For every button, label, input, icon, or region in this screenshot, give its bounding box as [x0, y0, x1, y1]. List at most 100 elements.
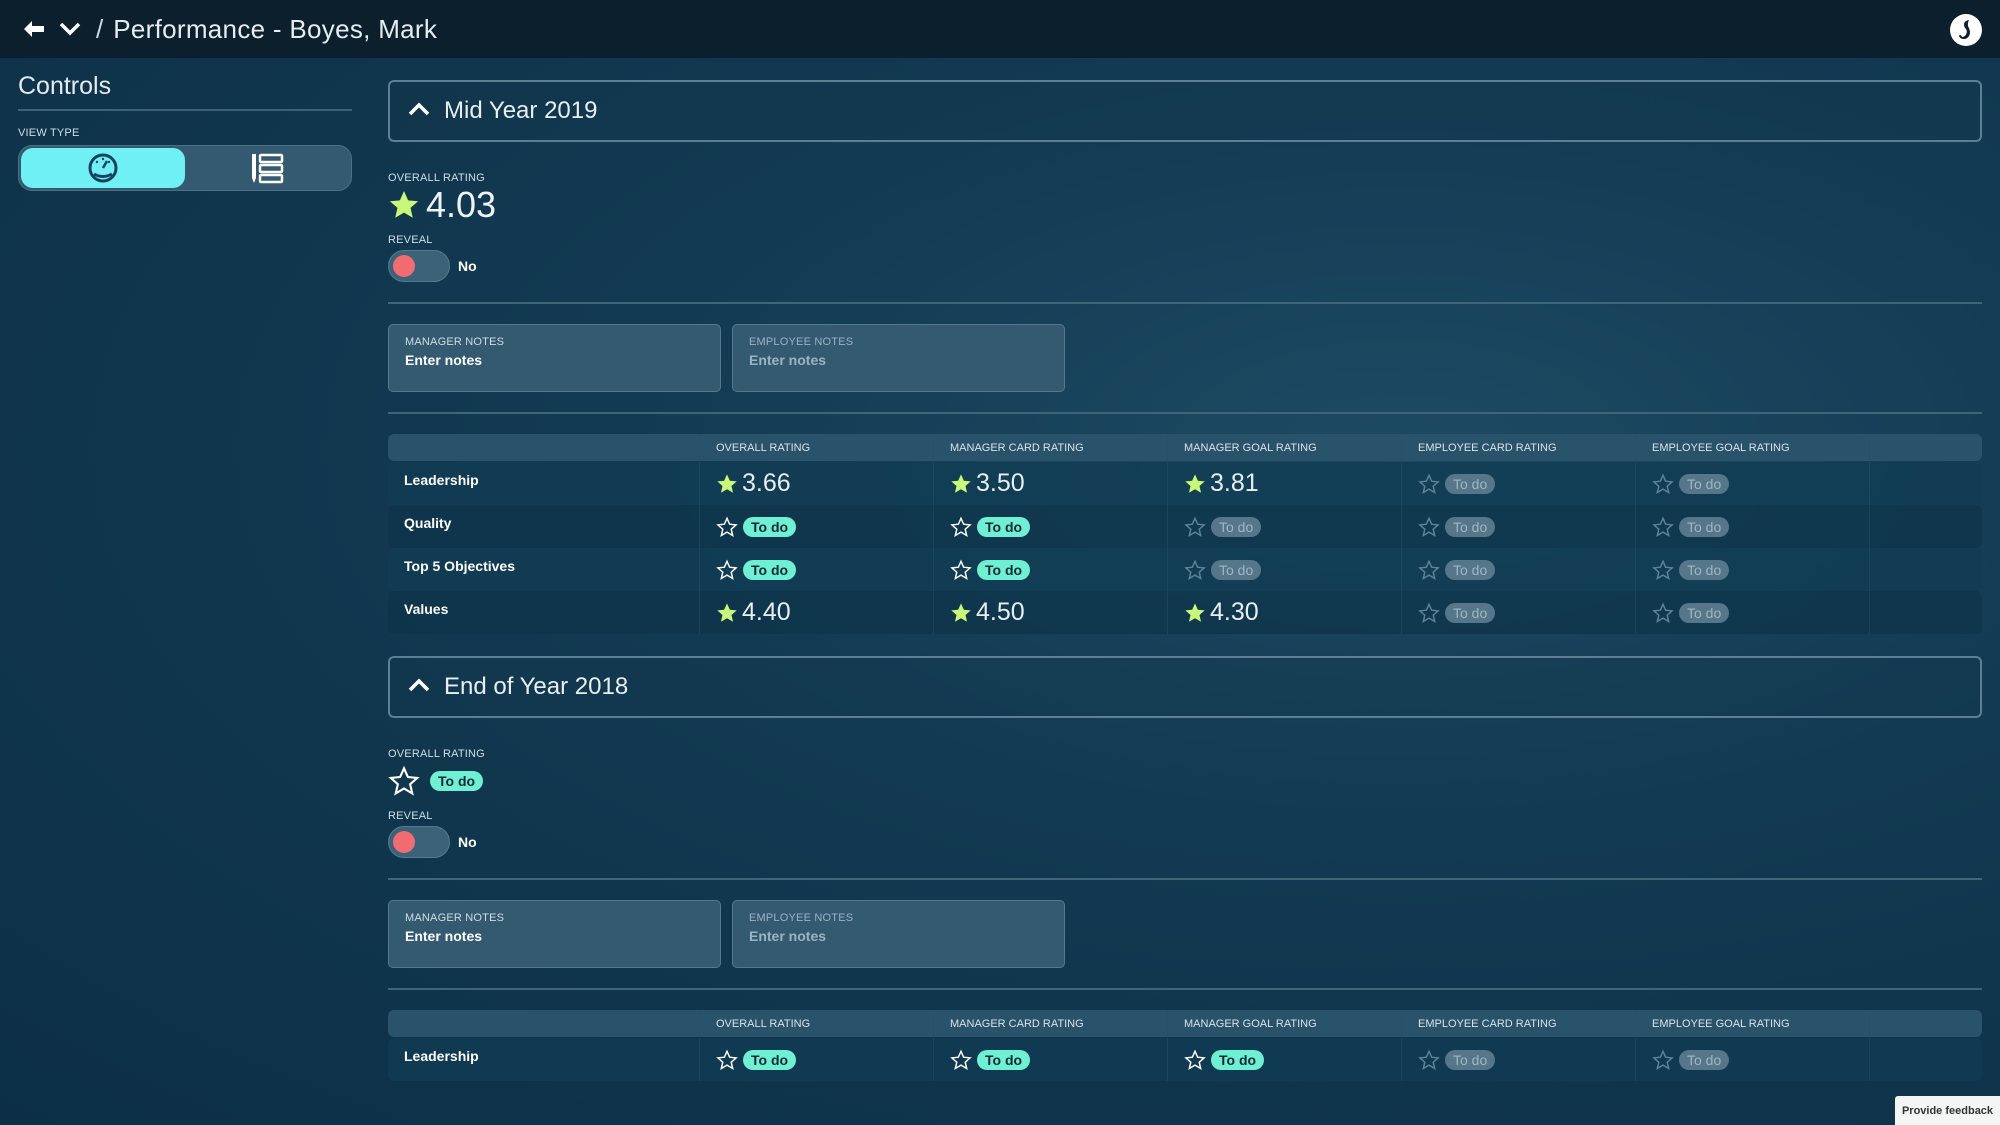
section-header[interactable]: Mid Year 2019: [388, 80, 1982, 142]
section-title: Mid Year 2019: [444, 97, 598, 124]
rating-cell[interactable]: To do: [699, 548, 933, 591]
rating-cell[interactable]: 3.50: [933, 462, 1167, 505]
section-header[interactable]: End of Year 2018: [388, 656, 1982, 718]
rating-cell[interactable]: To do: [699, 505, 933, 548]
reveal: REVEAL No: [388, 810, 1982, 858]
star-outline-icon: [1418, 472, 1440, 495]
page-title: Performance - Boyes, Mark: [113, 13, 438, 44]
chevron-up-icon[interactable]: [408, 678, 430, 697]
rating-cell[interactable]: To do: [1167, 1038, 1401, 1081]
rating-cell[interactable]: To do: [1401, 462, 1635, 505]
provide-feedback-button[interactable]: Provide feedback: [1895, 1096, 2000, 1125]
star-outline-icon: [1184, 1048, 1206, 1071]
overall-rating-value: To do: [388, 764, 1982, 798]
header-cell-empty: [1869, 434, 1982, 461]
manager-notes-field-label: MANAGER NOTES: [405, 912, 505, 924]
controls-sidebar: Controls VIEW TYPE: [18, 72, 352, 191]
divider: [388, 302, 1982, 304]
column-header: OVERALL RATING: [699, 434, 933, 461]
column-header: EMPLOYEE GOAL RATING: [1635, 1010, 1869, 1037]
rating-cell[interactable]: 3.66: [699, 462, 933, 505]
star-filled-icon: [950, 473, 972, 495]
star-outline-icon: [1184, 515, 1206, 538]
header-cell-empty: [1869, 1010, 1982, 1037]
rating-cell[interactable]: 4.50: [933, 591, 1167, 634]
column-header: MANAGER CARD RATING: [933, 1010, 1167, 1037]
rating-cell[interactable]: To do: [1635, 462, 1869, 505]
rating-cell[interactable]: 4.30: [1167, 591, 1401, 634]
table-body: Leadership 3.66 3.50 3.81 To do To do Quality T…: [388, 462, 1982, 634]
reveal-toggle[interactable]: [388, 826, 450, 858]
star-outline-icon: [716, 558, 738, 581]
rating-cell[interactable]: To do: [1167, 505, 1401, 548]
rating-value: 4.50: [976, 598, 1025, 626]
view-list-button[interactable]: [185, 148, 349, 188]
rating-cell[interactable]: To do: [699, 1038, 933, 1081]
rating-cell[interactable]: To do: [1635, 505, 1869, 548]
manager-notes-field-label: MANAGER NOTES: [405, 336, 505, 348]
manager-notes-field[interactable]: MANAGER NOTES Enter notes: [388, 324, 721, 392]
back-arrow-icon[interactable]: [20, 15, 48, 43]
overall-rating-label: OVERALL RATING: [388, 172, 485, 184]
table-row: Top 5 Objectives To do To do To do To do To d…: [388, 548, 1982, 591]
employee-notes-field-placeholder: Enter notes: [749, 352, 827, 368]
breadcrumb-separator: /: [96, 13, 104, 44]
todo-badge: To do: [1211, 516, 1262, 537]
column-header: EMPLOYEE CARD RATING: [1401, 1010, 1635, 1037]
rating-cell[interactable]: To do: [933, 548, 1167, 591]
rating-cell[interactable]: To do: [933, 1038, 1167, 1081]
rating-cell[interactable]: To do: [1635, 548, 1869, 591]
rating-cell[interactable]: To do: [1401, 548, 1635, 591]
logo-icon[interactable]: [1950, 14, 1982, 46]
row-cell-empty: [1869, 462, 1982, 505]
star-outline-icon: [1652, 472, 1674, 495]
todo-badge: To do: [1445, 473, 1496, 494]
ratings-table: OVERALL RATING MANAGER CARD RATING MANAGER…: [388, 1010, 1982, 1081]
manager-notes-field[interactable]: MANAGER NOTES Enter notes: [388, 900, 721, 968]
employee-notes-field-label: EMPLOYEE NOTES: [749, 336, 854, 348]
rating-cell[interactable]: To do: [1401, 591, 1635, 634]
rating-cell[interactable]: To do: [1635, 1038, 1869, 1081]
chevron-down-icon[interactable]: [56, 15, 84, 43]
column-header: MANAGER GOAL RATING: [1167, 1010, 1401, 1037]
table-body: Leadership To do To do To do To do To do: [388, 1038, 1982, 1081]
employee-notes-field[interactable]: EMPLOYEE NOTES Enter notes: [732, 900, 1065, 968]
employee-notes-field[interactable]: EMPLOYEE NOTES Enter notes: [732, 324, 1065, 392]
star-outline-icon: [1418, 515, 1440, 538]
todo-badge: To do: [743, 559, 797, 580]
section-title: End of Year 2018: [444, 673, 629, 700]
star-outline-icon: [716, 515, 738, 538]
rating-cell[interactable]: To do: [1635, 591, 1869, 634]
list-icon: [252, 153, 284, 184]
rating-cell[interactable]: To do: [1167, 548, 1401, 591]
star-filled-icon: [950, 602, 972, 624]
todo-badge: To do: [1679, 1049, 1730, 1070]
row-label: Values: [404, 601, 449, 617]
star-filled-icon: [716, 473, 738, 495]
rating-value: 3.66: [742, 469, 791, 497]
reveal-toggle[interactable]: [388, 250, 450, 282]
gauge-icon: [88, 153, 118, 183]
row-label: Leadership: [404, 472, 479, 488]
todo-badge: To do: [743, 1049, 797, 1070]
reveal-label: REVEAL: [388, 810, 433, 822]
todo-badge: To do: [1211, 1049, 1265, 1070]
row-cell-empty: [1869, 505, 1982, 548]
rating-cell[interactable]: 4.40: [699, 591, 933, 634]
star-outline-icon: [950, 515, 972, 538]
todo-badge: To do: [977, 1049, 1031, 1070]
rating-cell[interactable]: 3.81: [1167, 462, 1401, 505]
view-gauge-button[interactable]: [21, 148, 185, 188]
overall-rating-number: 4.03: [426, 184, 497, 225]
view-type-toggle: [18, 145, 352, 191]
star-outline-icon: [1652, 515, 1674, 538]
chevron-up-icon[interactable]: [408, 102, 430, 121]
star-filled-icon: [1184, 602, 1206, 624]
rating-cell[interactable]: To do: [1401, 1038, 1635, 1081]
rating-cell[interactable]: To do: [933, 505, 1167, 548]
rating-cell[interactable]: To do: [1401, 505, 1635, 548]
table-row: Quality To do To do To do To do To do: [388, 505, 1982, 548]
reveal-value: No: [458, 258, 477, 274]
star-outline-icon: [716, 1048, 738, 1071]
overall-rating-label: OVERALL RATING: [388, 748, 485, 760]
